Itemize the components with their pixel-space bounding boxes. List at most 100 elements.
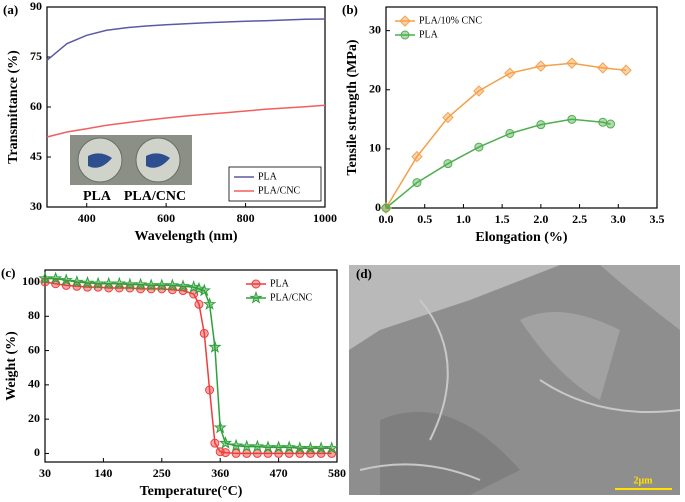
inset-logo bbox=[146, 153, 170, 168]
legend-label: PLA/CNC bbox=[258, 185, 301, 196]
marker bbox=[249, 290, 263, 304]
x-tick-label: 2.0 bbox=[533, 212, 548, 226]
inset-logo bbox=[88, 153, 112, 168]
marker bbox=[218, 436, 233, 449]
x-tick-label: 470 bbox=[270, 466, 288, 480]
chart-panel: 30 45 60 75 90 400 600 800 1000 Wavelength (nm) Tr… bbox=[3, 0, 337, 244]
marker bbox=[197, 283, 211, 297]
marker bbox=[505, 129, 515, 139]
marker bbox=[620, 64, 632, 76]
panel-label: (a) bbox=[3, 2, 18, 17]
x-tick-label: 2.5 bbox=[572, 212, 587, 226]
x-tick-label: 600 bbox=[157, 211, 175, 225]
legend-box bbox=[228, 166, 322, 202]
marker bbox=[442, 111, 454, 124]
marker bbox=[176, 279, 190, 292]
marker bbox=[400, 30, 410, 40]
series-line bbox=[46, 18, 326, 61]
x-axis-label: Elongation (%) bbox=[475, 230, 568, 245]
marker bbox=[597, 62, 609, 74]
marker bbox=[48, 271, 63, 285]
y-tick-label: 40 bbox=[28, 377, 40, 391]
marker bbox=[536, 120, 546, 130]
series-line bbox=[385, 118, 611, 209]
y-tick-label: 80 bbox=[28, 308, 40, 322]
marker bbox=[252, 448, 262, 458]
marker bbox=[251, 279, 261, 289]
marker bbox=[443, 159, 453, 169]
marker bbox=[80, 275, 95, 289]
marker bbox=[199, 328, 209, 338]
y-axis-label: Transmittance (%) bbox=[6, 50, 21, 164]
series-line bbox=[46, 104, 326, 138]
x-tick-label: 3.5 bbox=[650, 212, 665, 226]
x-axis-label: Wavelength (nm) bbox=[134, 229, 237, 244]
y-tick-label: 100 bbox=[22, 274, 40, 288]
x-tick-label: 1.5 bbox=[495, 212, 510, 226]
x-tick-label: 1.0 bbox=[456, 212, 471, 226]
plot-frame bbox=[44, 269, 338, 463]
legend-label: PLA bbox=[270, 278, 290, 289]
marker bbox=[38, 271, 52, 285]
marker bbox=[133, 277, 148, 291]
scale-bar-label: 2μm bbox=[634, 475, 654, 486]
marker bbox=[566, 57, 578, 69]
series-line bbox=[385, 62, 627, 209]
marker bbox=[293, 441, 307, 454]
legend-label: PLA bbox=[419, 29, 439, 40]
panel-label: (d) bbox=[356, 266, 372, 281]
x-tick-label: 30 bbox=[39, 466, 51, 480]
marker bbox=[221, 448, 231, 458]
marker bbox=[412, 178, 422, 188]
marker bbox=[567, 114, 577, 124]
y-tick-label: 20 bbox=[28, 411, 40, 425]
x-tick-label: 0.0 bbox=[379, 212, 394, 226]
marker bbox=[303, 441, 318, 454]
y-tick-label: 0 bbox=[34, 445, 40, 459]
marker bbox=[155, 278, 169, 292]
legend-label: PLA bbox=[258, 171, 278, 182]
y-axis-label: Weight (%) bbox=[4, 331, 19, 401]
marker bbox=[271, 440, 286, 454]
panel-label: (c) bbox=[1, 265, 15, 280]
chart-panel: 0 20 40 60 80 100 30 140 250 360 470 580 Temperature… bbox=[1, 265, 346, 499]
marker bbox=[186, 279, 201, 293]
y-tick-label: 45 bbox=[30, 149, 42, 163]
sem-ridge bbox=[359, 299, 681, 481]
panel-label: (b) bbox=[342, 2, 358, 17]
marker bbox=[474, 142, 484, 152]
y-tick-label: 60 bbox=[30, 99, 42, 113]
marker bbox=[165, 278, 180, 292]
sem-feature bbox=[600, 265, 680, 330]
marker bbox=[399, 15, 411, 27]
legend-label: PLA/CNC bbox=[270, 292, 313, 303]
y-tick-label: 30 bbox=[369, 22, 381, 36]
marker bbox=[606, 119, 616, 129]
marker bbox=[144, 278, 158, 292]
sem-image: 2μm (d) bbox=[349, 265, 681, 495]
marker bbox=[202, 297, 217, 310]
marker bbox=[411, 150, 423, 163]
series-line bbox=[45, 277, 332, 450]
chart-panel: 0 10 20 30 0.0 0.5 1.0 1.5 2.0 2.5 3.0 3.5 Elongatio… bbox=[342, 2, 665, 245]
marker bbox=[473, 85, 485, 97]
legend-label: PLA/10% CNC bbox=[419, 15, 482, 26]
x-tick-label: 0.5 bbox=[417, 212, 432, 226]
marker bbox=[261, 440, 275, 454]
marker bbox=[210, 438, 220, 448]
sem-feature bbox=[380, 411, 520, 495]
marker bbox=[59, 273, 73, 286]
marker bbox=[535, 60, 547, 72]
marker bbox=[70, 274, 84, 288]
marker bbox=[205, 385, 215, 395]
y-tick-label: 10 bbox=[369, 141, 381, 155]
marker bbox=[282, 440, 296, 454]
inset-label: PLA bbox=[83, 189, 112, 204]
y-tick-label: 90 bbox=[30, 0, 42, 13]
plot-frame bbox=[385, 6, 658, 209]
marker bbox=[194, 299, 204, 309]
y-tick-label: 20 bbox=[369, 82, 381, 96]
x-tick-label: 360 bbox=[211, 466, 229, 480]
x-tick-label: 1000 bbox=[313, 211, 337, 225]
